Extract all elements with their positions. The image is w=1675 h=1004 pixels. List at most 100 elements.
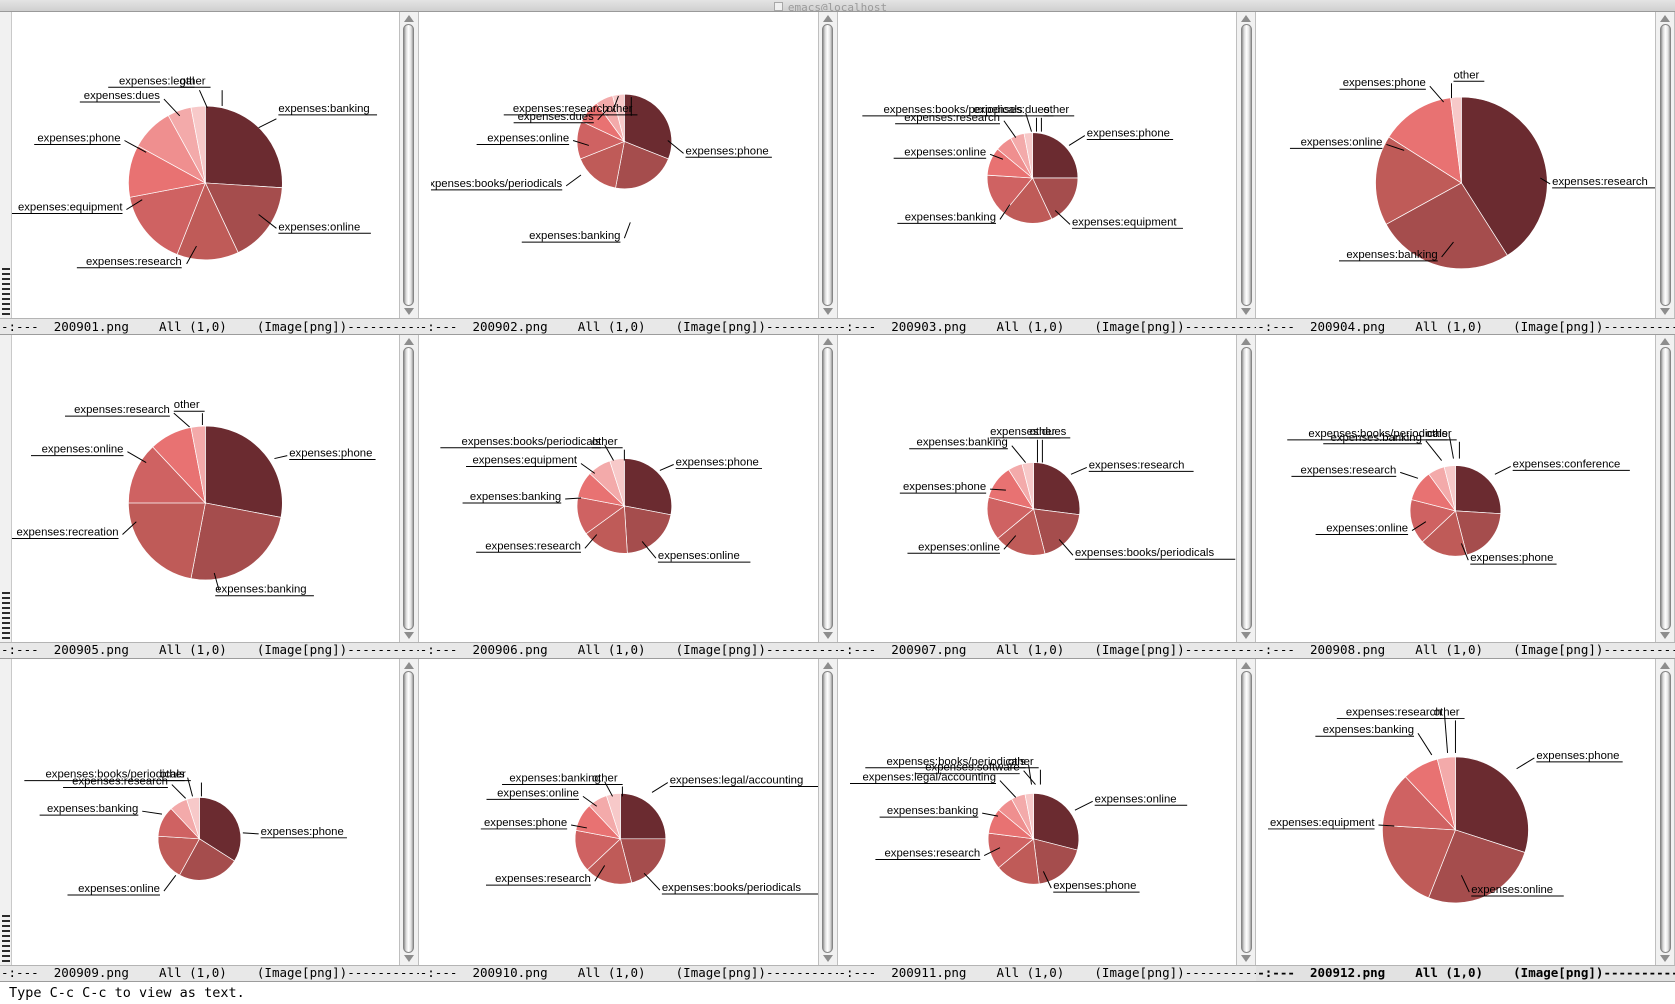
mode-line[interactable]: -:--- 200907.png All (1,0) (Image[png]) -…: [837, 641, 1257, 659]
left-scrollbar-trough[interactable]: [0, 335, 12, 642]
mode-line-position: All (1,0): [128, 642, 227, 658]
pie-slice-label: expenses:research: [513, 103, 609, 115]
scroll-up-arrow-icon[interactable]: [1241, 661, 1252, 669]
pie-slice-label: expenses:banking: [1323, 724, 1414, 736]
scrollbar-thumb[interactable]: [822, 670, 833, 953]
vertical-scrollbar[interactable]: [1236, 658, 1257, 965]
vertical-scrollbar[interactable]: [1655, 335, 1675, 642]
scroll-up-arrow-icon[interactable]: [403, 15, 414, 22]
scrollbar-thumb[interactable]: [1659, 347, 1671, 630]
scroll-up-arrow-icon[interactable]: [1660, 661, 1670, 669]
pie-chart: expenses:legal/accounting expenses:books/…: [480, 772, 818, 895]
scroll-up-arrow-icon[interactable]: [1660, 338, 1670, 346]
scroll-down-arrow-icon[interactable]: [1660, 954, 1670, 962]
mode-line[interactable]: -:--- 200912.png All (1,0) (Image[png]) -…: [1256, 964, 1675, 982]
scroll-down-arrow-icon[interactable]: [1660, 308, 1670, 316]
scrollbar-thumb[interactable]: [1659, 24, 1671, 307]
scroll-down-arrow-icon[interactable]: [822, 954, 833, 962]
pie-slice-label: expenses:banking: [529, 230, 620, 242]
scroll-down-arrow-icon[interactable]: [403, 631, 414, 639]
vertical-scrollbar[interactable]: [398, 12, 419, 319]
vertical-scrollbar[interactable]: [1236, 12, 1257, 319]
vertical-scrollbar[interactable]: [1655, 658, 1675, 965]
scroll-up-arrow-icon[interactable]: [1241, 15, 1252, 22]
pie-slice-label: other: [180, 75, 206, 87]
vertical-scrollbar[interactable]: [1236, 335, 1257, 642]
vertical-scrollbar[interactable]: [398, 658, 419, 965]
vertical-scrollbar[interactable]: [398, 335, 419, 642]
vertical-scrollbar[interactable]: [817, 335, 838, 642]
vertical-scrollbar[interactable]: [817, 12, 838, 319]
scrollbar-thumb[interactable]: [403, 670, 415, 953]
mode-line[interactable]: -:--- 200903.png All (1,0) (Image[png]) -…: [837, 318, 1257, 336]
scroll-down-arrow-icon[interactable]: [1241, 954, 1252, 962]
scrollbar-thumb[interactable]: [822, 347, 833, 630]
pie-slice-label: other: [1043, 104, 1069, 116]
left-scrollbar-trough[interactable]: [0, 12, 12, 319]
pie-slice-label: expenses:banking: [509, 772, 600, 784]
pie-slice: [190, 502, 282, 581]
mode-line[interactable]: -:--- 200911.png All (1,0) (Image[png]) -…: [837, 964, 1257, 982]
emacs-window: expenses:banking expenses:online expenses:…: [0, 12, 419, 336]
window-fringe: [418, 658, 431, 965]
vertical-scrollbar[interactable]: [817, 658, 838, 965]
label-leader-line: [1417, 732, 1433, 755]
scrollbar-thumb[interactable]: [403, 24, 415, 307]
mode-line-major-mode: (Image[png]): [645, 965, 766, 981]
mode-line[interactable]: -:--- 200902.png All (1,0) (Image[png]) -…: [418, 318, 838, 336]
pie-slice-label: expenses:research: [86, 256, 182, 268]
scroll-up-arrow-icon[interactable]: [1660, 15, 1670, 22]
scroll-down-arrow-icon[interactable]: [403, 308, 414, 316]
emacs-window-body: expenses:research expenses:books/periodic…: [837, 335, 1257, 642]
pie-slice-label: expenses:conference: [1513, 459, 1621, 471]
scrollbar-thumb[interactable]: [1659, 670, 1671, 953]
mode-line-major-mode: (Image[png]): [1064, 642, 1185, 658]
scroll-down-arrow-icon[interactable]: [1660, 631, 1670, 639]
scroll-down-arrow-icon[interactable]: [403, 954, 414, 962]
mode-line[interactable]: -:--- 200909.png All (1,0) (Image[png]) -…: [0, 964, 419, 982]
emacs-window: expenses:phone expenses:banking expenses:r…: [0, 335, 419, 659]
pie-slice-label: expenses:books/periodicals: [431, 178, 563, 190]
pie-slice-label: expenses:phone: [1053, 880, 1136, 892]
pie-slice-label: expenses:research: [1301, 465, 1397, 477]
pie-slice-label: expenses:research: [884, 847, 980, 859]
scroll-down-arrow-icon[interactable]: [1241, 308, 1252, 316]
scroll-up-arrow-icon[interactable]: [822, 15, 833, 22]
scrollbar-thumb[interactable]: [1240, 24, 1252, 307]
left-scrollbar-trough[interactable]: [0, 658, 12, 965]
scroll-down-arrow-icon[interactable]: [822, 308, 833, 316]
mode-line-filler: -------------: [1184, 642, 1257, 658]
pie-slice: [1031, 177, 1078, 220]
mode-line[interactable]: -:--- 200905.png All (1,0) (Image[png]) -…: [0, 641, 419, 659]
pie-slice-label: expenses:research: [904, 112, 1000, 124]
scrollbar-thumb[interactable]: [1240, 670, 1252, 953]
scroll-down-arrow-icon[interactable]: [1241, 631, 1252, 639]
scroll-up-arrow-icon[interactable]: [403, 661, 414, 669]
mode-line[interactable]: -:--- 200904.png All (1,0) (Image[png]) -…: [1256, 318, 1675, 336]
scrollbar-thumb[interactable]: [1240, 347, 1252, 630]
mode-line[interactable]: -:--- 200901.png All (1,0) (Image[png]) -…: [0, 318, 419, 336]
mode-line[interactable]: -:--- 200908.png All (1,0) (Image[png]) -…: [1256, 641, 1675, 659]
label-leader-line: [983, 846, 1000, 856]
scrollbar-thumb[interactable]: [822, 24, 833, 307]
window-fringe: [418, 335, 431, 642]
pie-slice-label: expenses:banking: [215, 584, 306, 596]
scroll-up-arrow-icon[interactable]: [822, 338, 833, 346]
mode-line-filler: -------------: [347, 318, 419, 334]
scroll-up-arrow-icon[interactable]: [1241, 338, 1252, 346]
emacs-window: expenses:legal/accounting expenses:books/…: [418, 658, 838, 982]
label-leader-line: [1494, 466, 1512, 476]
vertical-scrollbar[interactable]: [1655, 12, 1675, 319]
scroll-down-arrow-icon[interactable]: [822, 631, 833, 639]
scroll-up-arrow-icon[interactable]: [822, 661, 833, 669]
pie-slice-label: expenses:banking: [470, 491, 561, 503]
pie-slice-label: expenses:online: [1301, 136, 1383, 148]
label-leader-line: [1070, 467, 1087, 476]
emacs-window: expenses:research expenses:banking expense…: [1256, 12, 1675, 336]
mode-line[interactable]: -:--- 200910.png All (1,0) (Image[png]) -…: [418, 964, 838, 982]
scroll-up-arrow-icon[interactable]: [403, 338, 414, 346]
scrollbar-thumb[interactable]: [403, 347, 415, 630]
mode-line[interactable]: -:--- 200906.png All (1,0) (Image[png]) -…: [418, 641, 838, 659]
label-leader-line: [651, 781, 668, 793]
label-leader-line: [163, 98, 181, 117]
